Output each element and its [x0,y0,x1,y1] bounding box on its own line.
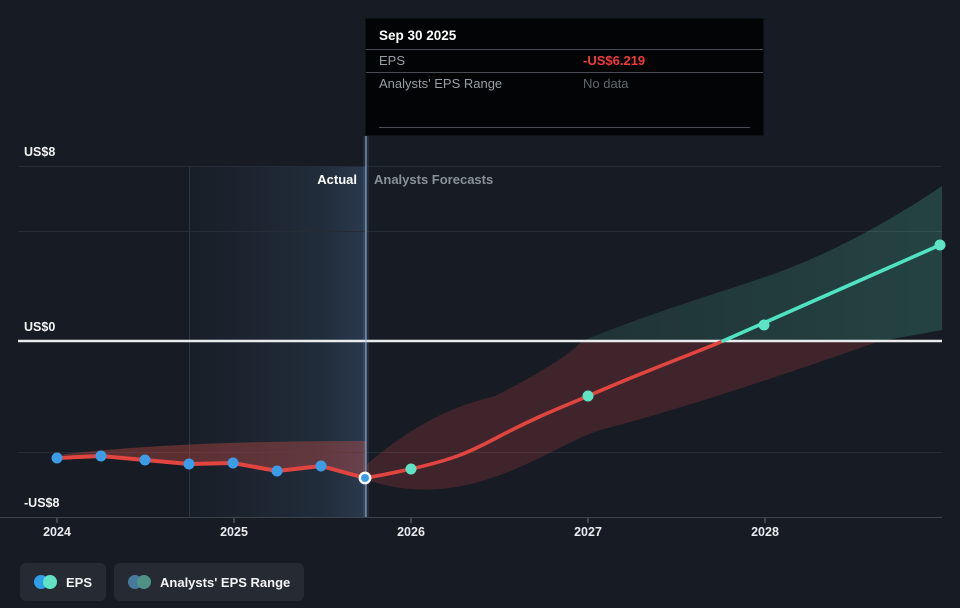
eps-point-forecast[interactable] [582,390,594,402]
tooltip-range-value: No data [583,76,629,91]
legend-eps-label: EPS [66,574,93,590]
eps-point-hovered[interactable] [358,471,372,485]
x-tick-2026: 2026 [397,525,425,539]
actual-region-label: Actual [317,172,357,187]
x-tick-2027: 2027 [574,525,602,539]
analysts-range-series-icon [128,575,152,589]
eps-point-forecast[interactable] [758,319,770,331]
analysts-range-band-forecast-positive[interactable] [582,186,942,341]
tooltip-eps-label: EPS [379,53,406,68]
eps-series-icon [34,575,57,589]
eps-point-actual[interactable] [51,452,63,464]
eps-point-actual[interactable] [183,458,195,470]
analysts-range-band-forecast-negative[interactable] [367,341,880,490]
y-axis-label-zero: US$0 [24,320,56,334]
tooltip-eps-value: -US$6.219 [583,53,646,68]
eps-points-actual [51,450,327,477]
tooltip-separator [366,72,763,73]
eps-line-actual[interactable] [55,454,367,480]
legend: EPS Analysts' EPS Range [20,563,305,601]
tooltip-date: Sep 30 2025 [379,28,457,43]
x-tick-2028: 2028 [751,525,779,539]
tooltip-bottom-separator [379,127,750,128]
x-tick-2024: 2024 [43,525,71,539]
eps-points-forecast [405,239,946,475]
eps-point-actual[interactable] [271,465,283,477]
legend-range-label: Analysts' EPS Range [160,574,291,590]
x-axis-ticks [56,518,766,523]
hover-tooltip: Sep 30 2025 EPS -US$6.219 Analysts' EPS … [365,18,764,136]
eps-point-actual[interactable] [227,457,239,469]
legend-toggle-analysts-eps-range[interactable]: Analysts' EPS Range [114,563,305,601]
eps-point-actual[interactable] [139,454,151,466]
eps-point-forecast[interactable] [934,239,946,251]
y-axis-label-top: US$8 [24,145,56,159]
x-tick-2025: 2025 [220,525,248,539]
gridlines [18,166,942,453]
tooltip-range-label: Analysts' EPS Range [379,76,503,91]
eps-point-forecast[interactable] [405,463,417,475]
eps-point-actual[interactable] [95,450,107,462]
tooltip-separator [366,49,763,50]
tooltip-row-range: Analysts' EPS Range No data [366,73,763,95]
y-axis-label-bottom: -US$8 [24,496,60,510]
tooltip-row-eps: EPS -US$6.219 [366,50,763,72]
forecast-region-label: Analysts Forecasts [374,172,494,187]
legend-toggle-eps[interactable]: EPS [20,563,107,601]
eps-point-actual[interactable] [315,460,327,472]
